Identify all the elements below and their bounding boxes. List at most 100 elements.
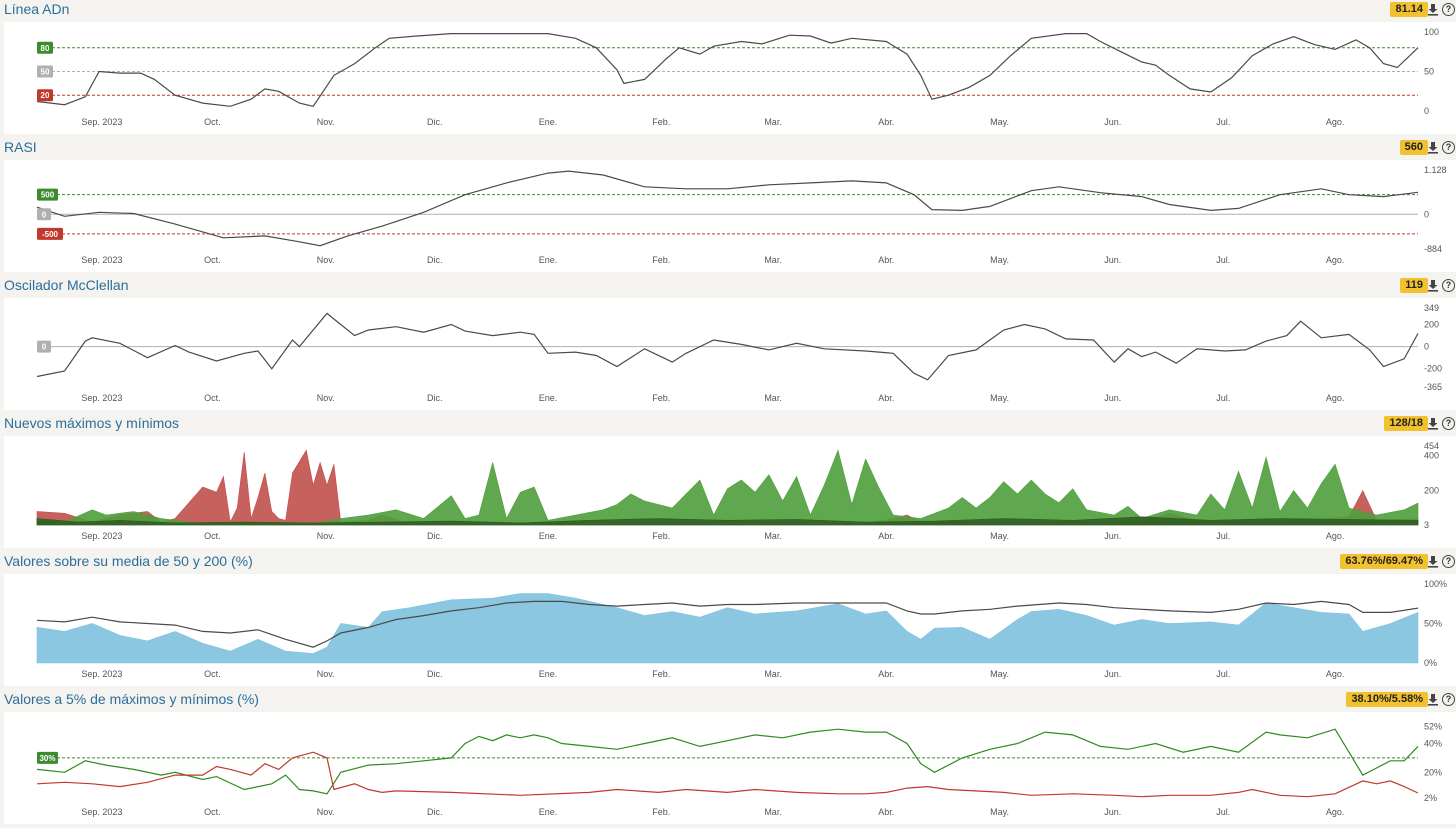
x-tick-label: Dic. [427,669,443,679]
series-area [36,449,1419,526]
help-icon[interactable]: ? [1442,417,1455,430]
x-tick-label: Ago. [1326,807,1345,817]
x-tick-label: Sep. 2023 [81,669,122,679]
y-tick-label: 100 [1424,27,1439,37]
panel-header: Nuevos máximos y mínimos 128/18? [0,414,1456,435]
panel-title: Valores a 5% de máximos y mínimos (%) [4,691,259,707]
x-tick-label: Dic. [427,117,443,127]
panel-title: Nuevos máximos y mínimos [4,415,180,431]
help-icon[interactable]: ? [1442,279,1455,292]
x-tick-label: Ene. [539,117,558,127]
y-tick-label: -200 [1424,364,1442,374]
y-tick-label: 454 [1424,441,1439,451]
panel-title: Oscilador McClellan [4,277,129,293]
y-tick-label: 52% [1424,721,1442,731]
download-icon[interactable] [1427,693,1439,706]
series-line [36,751,1419,798]
x-tick-label: Jul. [1216,117,1230,127]
chart-plot: 30% Sep. 2023 Oct. Nov. Dic. Ene. Feb. Mar. Abr.… [4,712,1456,824]
series-line [36,170,1419,247]
x-tick-label: Oct. [204,669,221,679]
download-arrow [1428,4,1438,13]
x-tick-label: Oct. [204,117,221,127]
x-tick-label: Sep. 2023 [81,807,122,817]
x-tick-label: Jul. [1216,669,1230,679]
y-tick-label: 400 [1424,450,1439,460]
help-icon[interactable]: ? [1442,693,1455,706]
help-icon[interactable]: ? [1442,141,1455,154]
x-tick-label: Nov. [317,669,335,679]
current-value-badge: 38.10%/5.58% [1346,692,1428,707]
x-tick-label: Mar. [764,255,782,265]
x-tick-label: Feb. [652,669,670,679]
x-tick-label: Oct. [204,255,221,265]
x-tick-label: Nov. [317,393,335,403]
download-arrow [1428,280,1438,289]
reference-chip [37,65,53,78]
y-tick-label: 20% [1424,767,1442,777]
indicator-panel: RASI 560? 500 0 -500 Sep. 2023 Oct. Nov. Dic. Ene… [0,138,1456,276]
reference-chip [37,208,51,221]
panel-header: Oscilador McClellan 119? [0,276,1456,297]
series-area [36,516,1419,526]
x-tick-label: Abr. [878,531,894,541]
help-icon[interactable]: ? [1442,555,1455,568]
x-tick-label: Nov. [317,117,335,127]
indicator-panel: Valores sobre su media de 50 y 200 (%) 63… [0,552,1456,690]
x-tick-label: Nov. [317,531,335,541]
reference-label: -500 [42,230,59,239]
series-line [36,312,1419,381]
reference-chip [37,340,51,353]
x-tick-label: Sep. 2023 [81,393,122,403]
current-value-badge: 128/18 [1384,416,1428,431]
chart-plot: 80 50 20 Sep. 2023 Oct. Nov. Dic. Ene. Feb. Mar. A… [4,22,1456,134]
reference-label: 50 [41,68,50,77]
x-tick-label: Abr. [878,393,894,403]
download-arrow [1428,142,1438,151]
x-tick-label: May. [990,117,1009,127]
panel-title: RASI [4,139,37,155]
x-tick-label: Mar. [764,531,782,541]
x-tick-label: May. [990,669,1009,679]
x-tick-label: Jun. [1104,117,1121,127]
download-arrow [1428,418,1438,427]
download-base [1428,14,1438,16]
series-line [36,600,1419,648]
x-tick-label: Mar. [764,669,782,679]
x-tick-label: Feb. [652,393,670,403]
x-tick-label: Abr. [878,117,894,127]
download-icon[interactable] [1427,555,1439,568]
reference-label: 80 [41,44,50,53]
download-icon[interactable] [1427,417,1439,430]
x-tick-label: May. [990,255,1009,265]
indicator-panel: Línea ADn 81.14? 80 50 20 Sep. 2023 Oct. Nov. Di… [0,0,1456,138]
x-tick-label: Abr. [878,255,894,265]
download-icon[interactable] [1427,3,1439,16]
download-base [1428,704,1438,706]
x-tick-label: Ene. [539,393,558,403]
reference-chip [37,227,63,240]
panel-header: Valores a 5% de máximos y mínimos (%) 38.… [0,690,1456,711]
x-tick-label: Ene. [539,807,558,817]
x-tick-label: Ene. [539,531,558,541]
reference-label: 20 [41,91,50,100]
x-tick-label: Jul. [1216,807,1230,817]
help-icon[interactable]: ? [1442,3,1455,16]
x-tick-label: Jul. [1216,255,1230,265]
chart-plot: Sep. 2023 Oct. Nov. Dic. Ene. Feb. Mar. Abr. May… [4,436,1456,548]
y-tick-label: 100% [1424,579,1447,589]
x-tick-label: Dic. [427,531,443,541]
download-icon[interactable] [1427,141,1439,154]
x-tick-label: May. [990,807,1009,817]
x-tick-label: Jun. [1104,669,1121,679]
y-tick-label: 3 [1424,520,1429,530]
download-icon[interactable] [1427,279,1439,292]
reference-label: 0 [42,210,47,219]
x-tick-label: Ago. [1326,393,1345,403]
y-tick-label: 50% [1424,619,1442,629]
panel-header: Valores sobre su media de 50 y 200 (%) 63… [0,552,1456,573]
y-tick-label: -365 [1424,382,1442,392]
download-arrow [1428,694,1438,703]
x-tick-label: Dic. [427,255,443,265]
panel-title: Valores sobre su media de 50 y 200 (%) [4,553,253,569]
